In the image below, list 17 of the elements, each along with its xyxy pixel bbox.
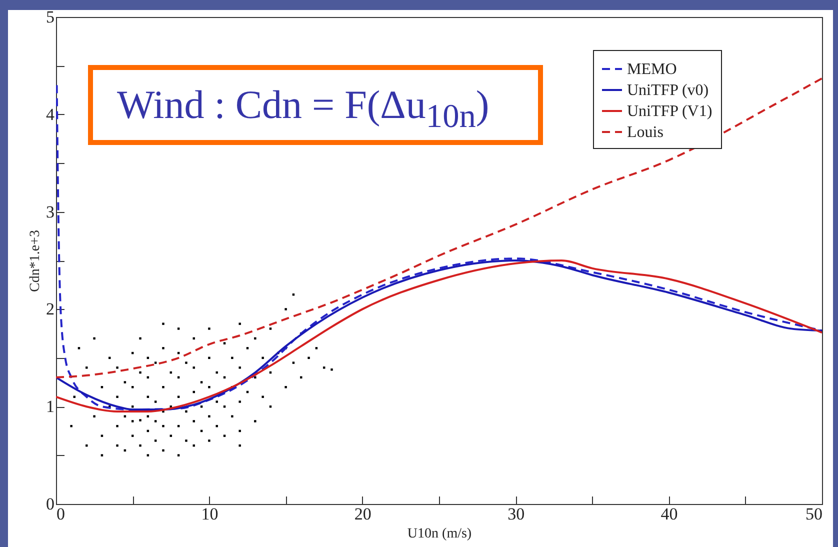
legend-label: Louis [627,124,664,141]
y-tick-label: 3 [46,202,54,222]
legend-label: UniTFP (V1) [627,103,712,120]
x-axis-title: U10n (m/s) [407,526,472,542]
y-tick-label: 2 [46,300,54,319]
text: Wind : Cdn = F(Δu$_{10n}$) [88,65,543,145]
y-tick-label: 1 [46,397,54,416]
x-tick-label: 50 [806,504,822,524]
legend-label: UniTFP (v0) [627,82,709,99]
x-tick-label: 20 [354,504,372,524]
x-tick-label: 10 [201,504,218,524]
legend-label: MEMO [627,61,677,78]
y-axis-title: Cdn*1.e+3 [28,230,43,292]
x-tick-label: 30 [508,504,525,524]
x-tick-label: 40 [660,504,678,524]
y-tick-label: 4 [46,104,55,124]
y-tick-label: 5 [46,8,54,26]
